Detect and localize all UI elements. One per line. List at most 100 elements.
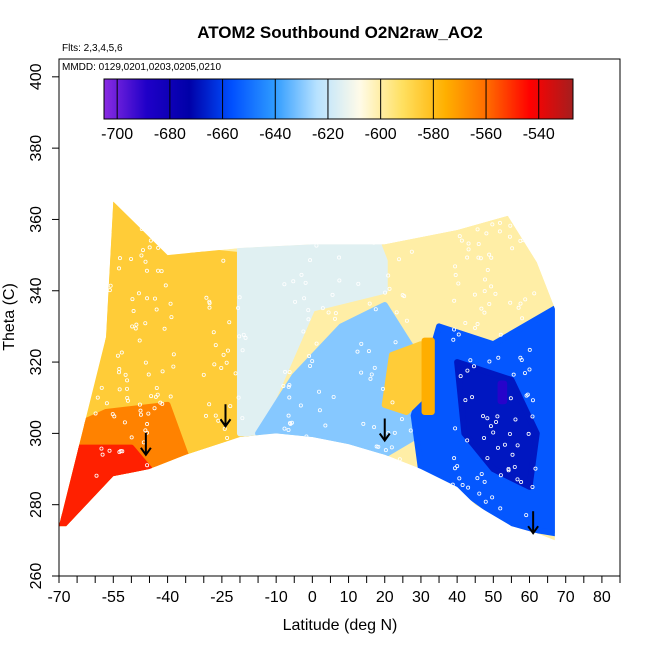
sample-point: [161, 469, 166, 474]
sample-point: [221, 519, 226, 524]
sample-point: [131, 309, 136, 314]
sample-point: [489, 255, 494, 260]
sample-point: [133, 326, 138, 331]
x-tick-label: 40: [448, 589, 466, 606]
sample-point: [129, 256, 134, 261]
colorbar-tick-label: -680: [154, 126, 186, 143]
x-tick-label: -55: [102, 589, 125, 606]
sample-point: [286, 384, 291, 389]
sample-point: [476, 255, 481, 260]
sample-point: [490, 518, 495, 523]
sample-point: [526, 431, 531, 436]
sample-point: [146, 372, 151, 377]
sample-point: [136, 291, 141, 296]
sample-point: [128, 497, 133, 502]
sample-point: [333, 311, 338, 316]
sample-point: [523, 297, 528, 302]
sample-point: [391, 518, 396, 523]
sample-point: [133, 480, 138, 485]
sample-point: [142, 509, 147, 514]
sample-point: [362, 469, 367, 474]
sample-point: [518, 355, 523, 360]
sample-point: [493, 291, 498, 296]
colorbar-tick-label: -600: [365, 126, 397, 143]
sample-point: [145, 463, 150, 468]
sample-point: [476, 519, 481, 524]
sample-point: [171, 352, 176, 357]
sample-point: [236, 306, 241, 311]
sample-point: [220, 494, 225, 499]
sample-point: [371, 240, 376, 245]
sample-point: [216, 418, 221, 423]
sample-point: [475, 322, 480, 327]
sample-point: [240, 233, 245, 238]
sample-point: [402, 294, 407, 299]
sample-point: [97, 239, 102, 244]
sample-point: [530, 414, 535, 419]
sample-point: [490, 222, 495, 227]
sample-point: [491, 430, 496, 435]
x-tick-label: 60: [521, 589, 539, 606]
sample-point: [320, 306, 325, 311]
sample-point: [392, 430, 397, 435]
sample-point: [354, 465, 359, 470]
sample-point: [148, 513, 153, 518]
sample-point: [302, 296, 307, 301]
sample-point: [452, 298, 457, 303]
sample-point: [452, 456, 457, 461]
sample-point: [317, 501, 322, 506]
sample-point: [482, 435, 487, 440]
sample-point: [359, 370, 364, 375]
colorbar-tick-label: -580: [417, 126, 449, 143]
sample-point: [144, 226, 149, 231]
sample-point: [487, 301, 492, 306]
sample-point: [107, 448, 112, 453]
sample-point: [498, 332, 503, 337]
sample-point: [479, 306, 484, 311]
sample-point: [240, 348, 245, 353]
sample-point: [100, 452, 105, 457]
sample-point: [117, 266, 122, 271]
sample-point: [361, 421, 366, 426]
sample-point: [368, 376, 373, 381]
sample-point: [472, 292, 477, 297]
sample-point: [137, 338, 142, 343]
colorbar-tick-label: -540: [523, 126, 555, 143]
sample-point: [287, 383, 292, 388]
sample-point: [293, 299, 298, 304]
sample-point: [373, 488, 378, 493]
sample-point: [130, 324, 135, 329]
sample-point: [159, 494, 164, 499]
sample-point: [221, 258, 226, 263]
sample-point: [237, 295, 242, 300]
sample-point: [281, 383, 286, 388]
sample-point: [463, 398, 468, 403]
x-tick-label: -25: [210, 589, 233, 606]
sample-point: [355, 349, 360, 354]
sample-point: [394, 310, 399, 315]
y-tick-label: 320: [28, 349, 45, 376]
sample-point: [207, 301, 212, 306]
sample-point: [165, 479, 170, 484]
field-region: [381, 341, 432, 415]
sample-point: [512, 465, 517, 470]
sample-point: [453, 426, 458, 431]
sample-point: [207, 402, 212, 407]
dates-subtitle: MMDD: 0129,0201,0203,0205,0210: [62, 62, 221, 73]
sample-point: [240, 488, 245, 493]
sample-point: [508, 300, 513, 305]
sample-point: [466, 247, 471, 252]
sample-point: [289, 420, 294, 425]
sample-point: [152, 497, 157, 502]
sample-point: [148, 238, 153, 243]
sample-point: [495, 445, 500, 450]
sample-point: [370, 217, 375, 222]
sample-point: [494, 419, 499, 424]
sample-point: [118, 448, 123, 453]
sample-point: [154, 385, 159, 390]
sample-point: [502, 442, 507, 447]
sample-point: [383, 448, 388, 453]
sample-point: [212, 362, 217, 367]
sample-point: [455, 464, 460, 469]
